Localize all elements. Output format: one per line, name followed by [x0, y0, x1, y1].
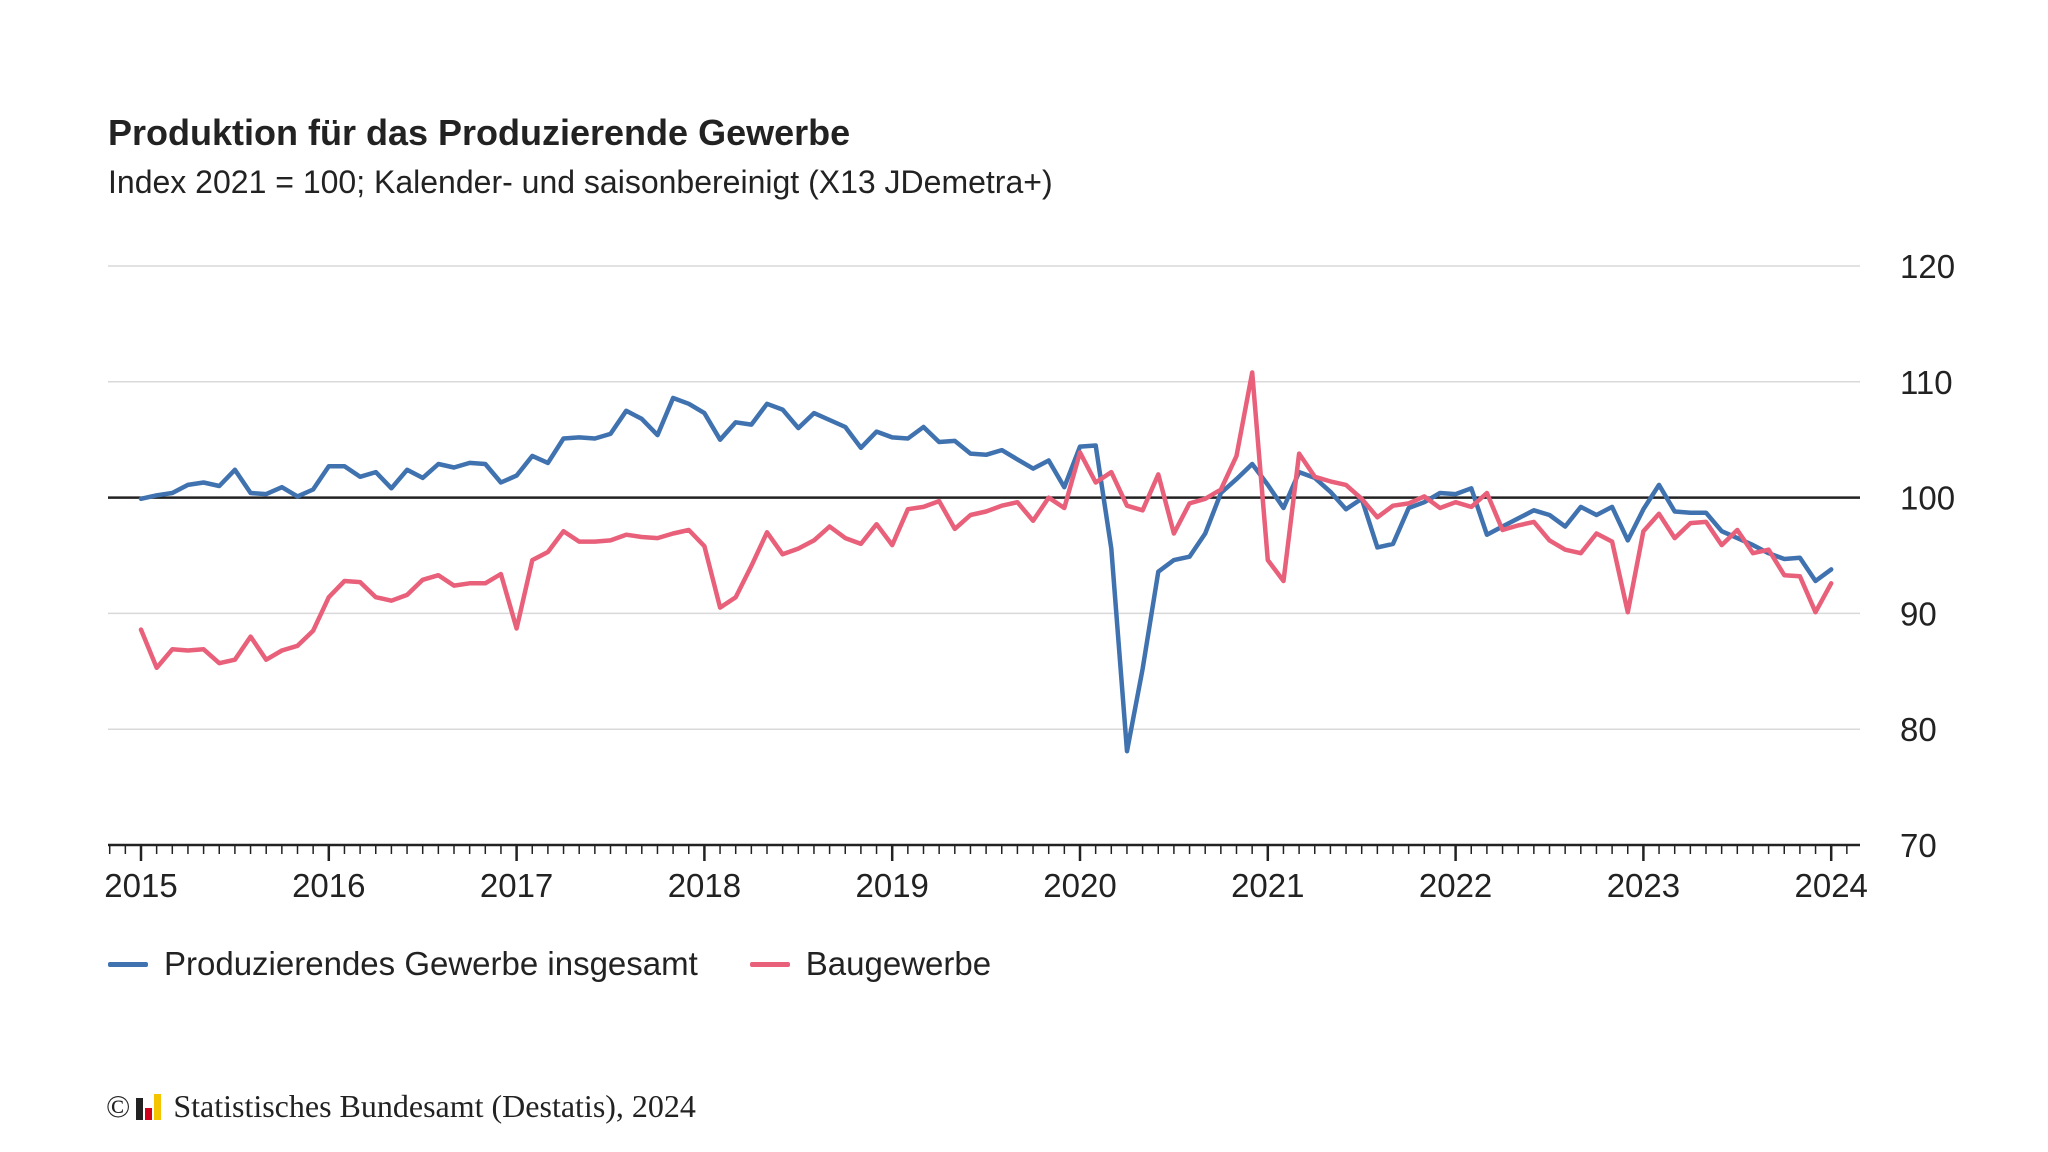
legend-swatch-red	[749, 961, 790, 967]
y-tick-label: 80	[1900, 711, 1937, 748]
legend-label: Baugewerbe	[805, 945, 992, 982]
y-tick-label: 100	[1900, 480, 1955, 517]
source-text: Statistisches Bundesamt (Destatis), 2024	[173, 1088, 696, 1124]
x-tick-label: 2024	[1794, 867, 1867, 900]
x-tick-label: 2017	[480, 867, 553, 900]
x-tick-label: 2016	[292, 867, 365, 900]
y-axis-tick-labels: 70 80 90 100 110 120	[1900, 248, 1955, 864]
source-footer: © Statistisches Bundesamt (Destatis), 20…	[106, 1088, 696, 1125]
y-tick-label: 120	[1900, 248, 1955, 285]
x-tick-label: 2019	[855, 867, 928, 900]
legend-label: Produzierendes Gewerbe insgesamt	[164, 945, 698, 982]
chart-title: Produktion für das Produzierende Gewerbe	[108, 112, 851, 153]
series-line-baugewerbe	[138, 370, 1834, 671]
x-tick-label: 2022	[1419, 867, 1492, 900]
x-tick-label: 2023	[1607, 867, 1680, 900]
grid-lines	[108, 265, 1860, 730]
x-tick-label: 2015	[104, 867, 177, 900]
y-tick-label: 70	[1900, 827, 1937, 864]
line-chart: 70 80 90 100 110 120 2015 2016 2017 2018 2019 2020…	[104, 248, 1955, 900]
legend-swatch-blue	[108, 961, 148, 967]
x-tick-label: 2020	[1043, 867, 1116, 900]
x-axis: 2015 2016 2017 2018 2019 2020 2021 2022 2023 2024	[104, 843, 1868, 900]
chart-subtitle: Index 2021 = 100; Kalender- und saisonbe…	[108, 164, 1053, 200]
x-tick-label: 2018	[668, 867, 741, 900]
copyright-symbol: ©	[106, 1088, 131, 1124]
y-tick-label: 110	[1900, 364, 1953, 401]
destatis-logo-icon	[136, 1093, 163, 1120]
legend-item-baugewerbe: Baugewerbe	[749, 945, 992, 983]
series-line-produzierendes-gewerbe	[138, 395, 1834, 754]
legend: Produzierendes Gewerbe insgesamt Baugewe…	[108, 945, 1043, 983]
legend-item-produzierendes-gewerbe: Produzierendes Gewerbe insgesamt	[108, 945, 698, 983]
series-lines	[138, 370, 1834, 754]
y-tick-label: 90	[1900, 595, 1937, 632]
x-tick-label: 2021	[1231, 867, 1304, 900]
